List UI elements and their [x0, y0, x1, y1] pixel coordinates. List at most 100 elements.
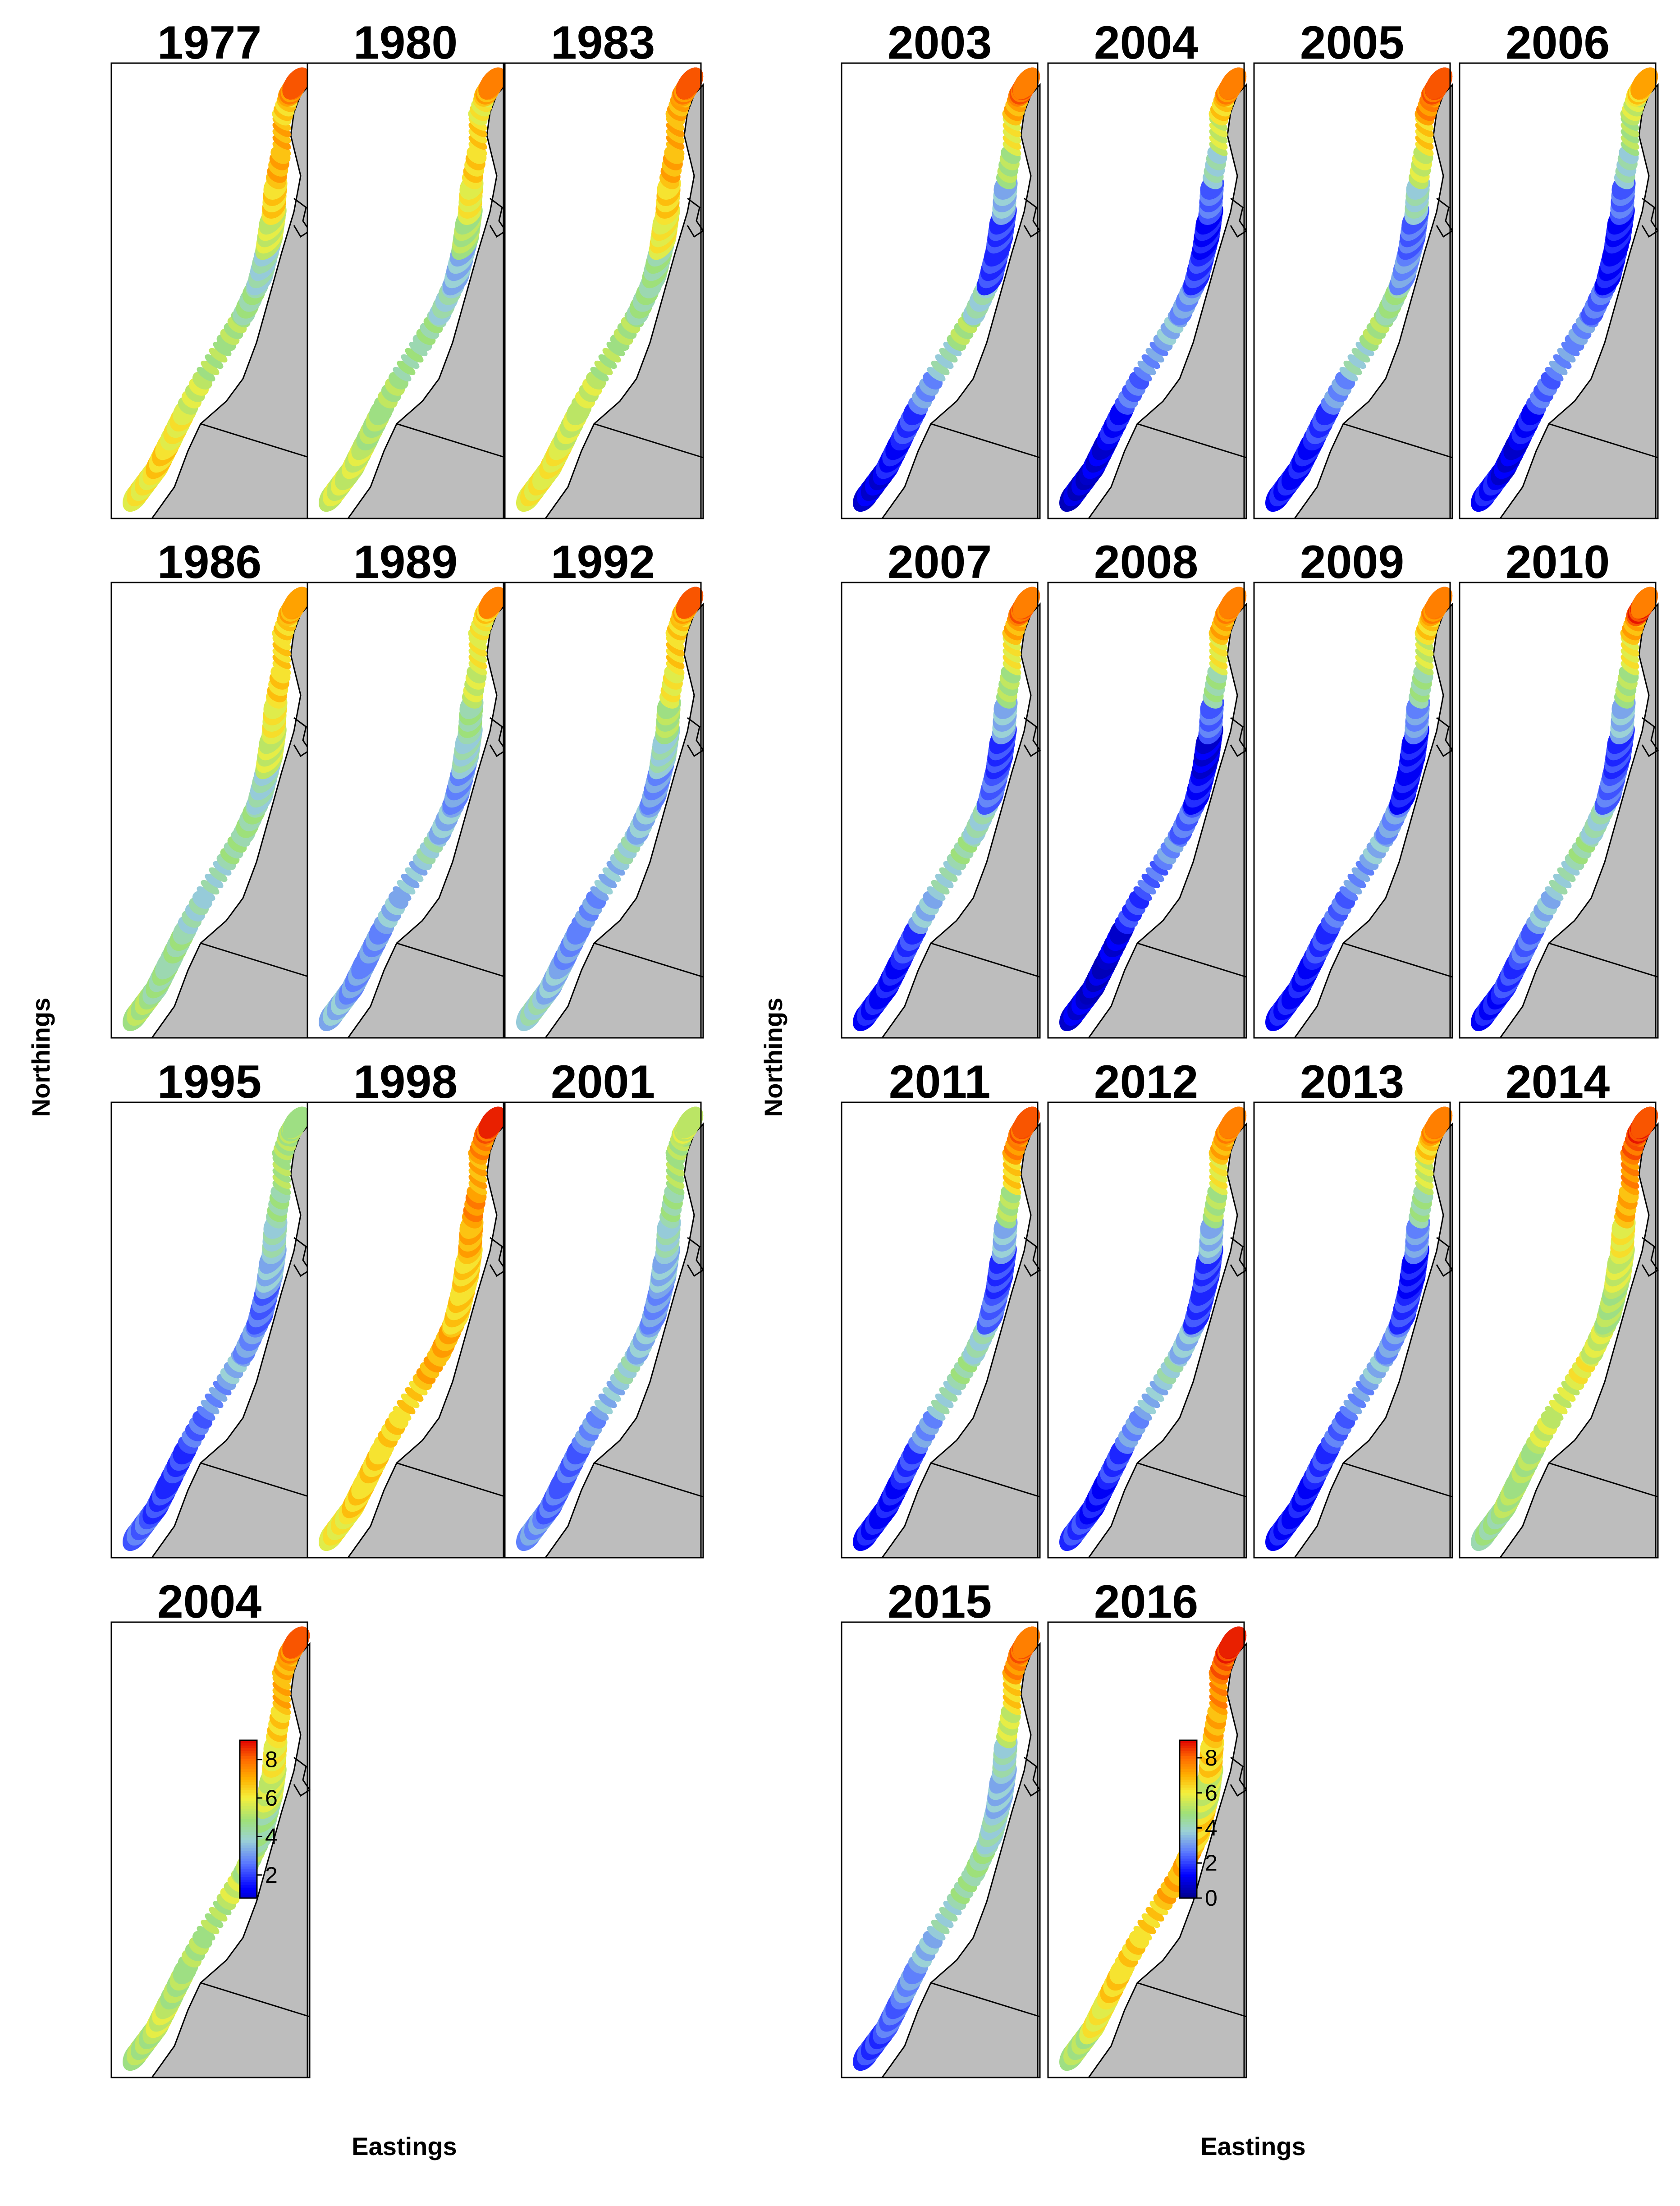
- land-mass: [1087, 1642, 1247, 2078]
- panel-frame: [1253, 582, 1451, 1039]
- density-cell: [1149, 1900, 1168, 1916]
- density-cell: [1415, 141, 1434, 156]
- land-mass: [1087, 1122, 1247, 1559]
- coast-inlet: [293, 717, 311, 757]
- density-cell: [1209, 1700, 1228, 1715]
- density-cell: [1545, 886, 1564, 901]
- density-cell: [1145, 348, 1164, 363]
- colorbar-tick-label: 2: [1205, 1850, 1218, 1876]
- density-cell: [939, 1907, 958, 1922]
- density-cell: [939, 348, 958, 363]
- coast-inlet: [687, 1237, 705, 1277]
- density-cell: [1209, 1161, 1228, 1177]
- density-cell: [272, 1681, 291, 1697]
- density-cell: [272, 128, 291, 144]
- panel-year-title: 1983: [551, 17, 655, 69]
- density-cell: [468, 1180, 487, 1196]
- colorbar-segment: [1180, 1867, 1197, 1870]
- density-cell: [1415, 648, 1434, 663]
- density-cell: [468, 648, 487, 663]
- map-panel-2012: 2012: [1047, 1056, 1248, 1559]
- state-border: [200, 1462, 310, 1498]
- density-cell: [272, 642, 291, 657]
- colorbar-segment: [240, 1779, 257, 1783]
- density-cell: [1003, 1161, 1021, 1177]
- density-cell: [931, 1919, 950, 1935]
- colorbar-segment: [240, 1748, 257, 1752]
- density-cell: [213, 1380, 232, 1396]
- land-mass: [151, 1642, 311, 2078]
- colorbar: 8 6 4 2: [239, 1739, 278, 1899]
- colorbar-segment: [240, 1801, 257, 1804]
- density-cell: [1209, 1180, 1228, 1196]
- density-cell: [1415, 122, 1434, 138]
- state-border: [594, 942, 704, 978]
- density-cell: [1620, 1168, 1639, 1183]
- coast-inlet: [687, 717, 705, 757]
- density-cell: [272, 135, 291, 150]
- colorbar-segment: [240, 1761, 257, 1765]
- colorbar-segment: [240, 1882, 257, 1885]
- density-cell: [1347, 354, 1366, 369]
- map-panel-1977: 1977: [110, 17, 311, 519]
- state-border: [1548, 942, 1658, 978]
- density-cell: [201, 1919, 220, 1935]
- panel-frame: [307, 582, 504, 1039]
- panel-frame: [504, 62, 702, 519]
- colorbar-segment: [240, 1753, 257, 1757]
- coast-inlet: [293, 1757, 311, 1797]
- density-cell: [397, 880, 416, 895]
- density-cell: [1415, 1168, 1434, 1183]
- density-cell: [1557, 867, 1576, 882]
- density-cell: [1630, 587, 1658, 619]
- density-cell: [1012, 1626, 1040, 1659]
- density-cell: [197, 1406, 215, 1421]
- panel-frame: [1047, 582, 1245, 1039]
- density-cell: [602, 348, 621, 363]
- density-cell: [209, 867, 228, 882]
- density-cell: [1620, 1180, 1639, 1196]
- land-mass: [1499, 83, 1659, 519]
- density-cell: [1630, 1106, 1658, 1139]
- density-cell: [1347, 873, 1366, 889]
- colorbar-frame: [1179, 1739, 1198, 1899]
- map-panel-2013: 2013: [1253, 1056, 1454, 1559]
- density-cell: [1003, 122, 1021, 138]
- density-cell: [1003, 1694, 1021, 1709]
- panel-year-title: 2011: [889, 1056, 991, 1108]
- panel-year-title: 2005: [1300, 17, 1404, 69]
- panel-year-title: 2015: [888, 1576, 992, 1628]
- density-cell: [594, 1399, 613, 1415]
- density-cell: [1415, 135, 1434, 150]
- density-cell: [931, 1399, 950, 1415]
- density-cell: [468, 1168, 487, 1183]
- state-border: [1343, 423, 1453, 459]
- density-cell: [1209, 1681, 1228, 1697]
- colorbar-tick-label: 8: [1205, 1745, 1218, 1770]
- colorbar-segment: [240, 1745, 257, 1749]
- density-cell: [1339, 367, 1358, 382]
- density-cell: [927, 1406, 946, 1421]
- map-panel-2001: 2001: [504, 1056, 705, 1559]
- density-cell: [1620, 135, 1639, 150]
- map-panel-2015: 2015: [841, 1576, 1041, 2078]
- density-cell: [1355, 1380, 1374, 1396]
- density-cell: [1425, 587, 1453, 619]
- colorbar-segment: [1180, 1808, 1197, 1812]
- colorbar-segment: [1180, 1877, 1197, 1880]
- density-cell: [1355, 341, 1374, 357]
- density-cell: [205, 354, 224, 369]
- density-cell: [1003, 141, 1021, 156]
- panel-year-title: 2004: [1094, 17, 1199, 69]
- density-cell: [272, 648, 291, 663]
- colorbar-segment: [240, 1890, 257, 1894]
- density-cell: [1415, 654, 1434, 670]
- colorbar-segment: [240, 1806, 257, 1809]
- land-mass: [347, 602, 507, 1039]
- density-cell: [197, 367, 215, 382]
- density-cell: [590, 1406, 609, 1421]
- density-cell: [1133, 367, 1152, 382]
- density-cell: [1149, 341, 1168, 357]
- density-cell: [666, 135, 685, 150]
- density-cell: [935, 1393, 954, 1408]
